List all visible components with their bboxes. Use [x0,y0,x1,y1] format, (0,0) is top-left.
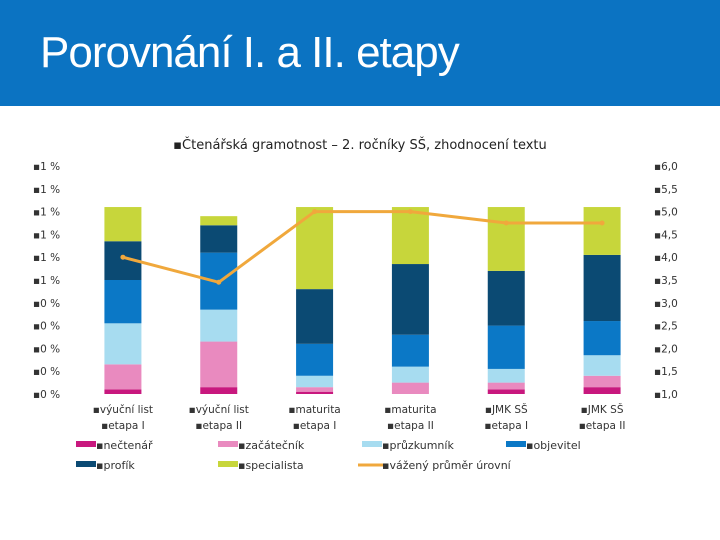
bar-segment [104,364,142,390]
chart: ▪Čtenářská gramotnost – 2. ročníky SŠ, z… [33,137,678,472]
legend-label: ▪průzkumník [382,439,454,452]
bar-segment [487,207,525,271]
bar-segment [296,391,334,394]
line-point [503,220,509,226]
line-series [122,210,603,284]
y-right-tick-label: ▪4,0 [654,252,678,264]
y-left-tick-label: ▪1 % [33,275,60,287]
y-left-tick-label: ▪1 % [33,229,60,241]
bar-segment [104,207,142,242]
y-left-tick-label: ▪1 % [33,161,60,173]
legend-label: ▪profík [96,459,135,472]
y-left-tick-label: ▪0 % [33,343,60,355]
legend-swatch [76,441,96,447]
y-right-tick-label: ▪5,5 [654,184,678,196]
y-left-tick-label: ▪0 % [33,366,60,378]
x-tick-label: ▪etapa I [484,420,528,432]
bar-segment [583,254,621,322]
x-tick-label: ▪etapa II [579,420,626,432]
line-point [312,209,318,215]
bar-segment [487,270,525,326]
bar-segment [583,355,621,376]
line-point [216,279,222,285]
bar-segment [200,225,238,253]
legend-label: ▪začátečník [238,439,305,452]
bar-segment [583,207,621,255]
x-tick-label: ▪JMK SŠ [581,403,624,416]
bar-segment [200,341,238,388]
x-tick-label: ▪výuční list [93,404,153,416]
bar-segment [104,389,142,394]
x-tick-label: ▪maturita [288,404,340,416]
y-right-tick-label: ▪2,0 [654,343,678,355]
legend-swatch [506,441,526,447]
y-left-tick-label: ▪1 % [33,207,60,219]
bar-segment [104,280,142,324]
legend-swatch [218,441,238,447]
y-right-tick-label: ▪1,5 [654,366,678,378]
legend-label: ▪objevitel [526,439,581,452]
legend-label: ▪specialista [238,459,304,472]
bar-segment [200,387,238,394]
y-right-tick-label: ▪3,5 [654,275,678,287]
bar-segment [487,368,525,383]
y-right-tick-label: ▪2,5 [654,321,678,333]
bar-segment [104,323,142,365]
y-right-tick-label: ▪1,0 [654,389,678,401]
x-tick-label: ▪etapa I [101,420,145,432]
bar-segment [391,334,429,367]
bar-segment [296,289,334,344]
x-tick-label: ▪etapa II [387,420,434,432]
bar-segment [391,264,429,335]
x-tick-label: ▪výuční list [189,404,249,416]
bar-segment [296,387,334,392]
bar-segment [487,382,525,390]
bar-segment [296,375,334,388]
legend-swatch [76,461,96,467]
line-point [120,254,126,260]
legend-swatch [218,461,238,467]
bar-segment [391,207,429,265]
y-right-tick-label: ▪3,0 [654,298,678,310]
y-right-tick-label: ▪5,0 [654,207,678,219]
bar-segment [296,343,334,376]
y-left-tick-label: ▪0 % [33,389,60,401]
x-tick-label: ▪etapa I [293,420,337,432]
bar-segment [487,325,525,369]
x-tick-label: ▪maturita [384,404,436,416]
y-right-tick-label: ▪6,0 [654,161,678,173]
y-right-tick-label: ▪4,5 [654,229,678,241]
legend-label: ▪vážený průměr úrovní [382,459,512,472]
bar-segment [583,387,621,394]
legend-label: ▪nečtenář [96,439,153,452]
bar-segment [583,321,621,356]
line-point [407,209,413,215]
bar-segment [200,309,238,342]
y-left-tick-label: ▪1 % [33,252,60,264]
title-banner: Porovnání I. a II. etapy [0,0,720,106]
bar-segment [391,382,429,394]
y-left-tick-label: ▪1 % [33,184,60,196]
bar-segment [200,216,238,226]
chart-title: ▪Čtenářská gramotnost – 2. ročníky SŠ, z… [173,137,547,153]
bar-segment [391,366,429,383]
legend-swatch [362,441,382,447]
x-tick-label: ▪etapa II [195,420,242,432]
x-tick-label: ▪JMK SŠ [485,403,528,416]
bar-segment [583,375,621,388]
y-left-tick-label: ▪0 % [33,298,60,310]
bar-segment [487,389,525,394]
slide-title: Porovnání I. a II. etapy [40,28,460,77]
line-point [599,220,605,226]
y-left-tick-label: ▪0 % [33,321,60,333]
